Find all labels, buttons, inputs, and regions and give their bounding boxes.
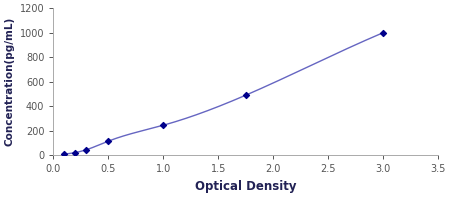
Point [160,124,167,127]
Point [72,151,79,154]
Point [61,152,68,156]
Point [242,94,249,97]
Point [105,140,112,143]
Point [83,148,90,151]
Point [380,31,387,34]
X-axis label: Optical Density: Optical Density [195,180,297,193]
Y-axis label: Concentration(pg/mL): Concentration(pg/mL) [4,17,14,146]
